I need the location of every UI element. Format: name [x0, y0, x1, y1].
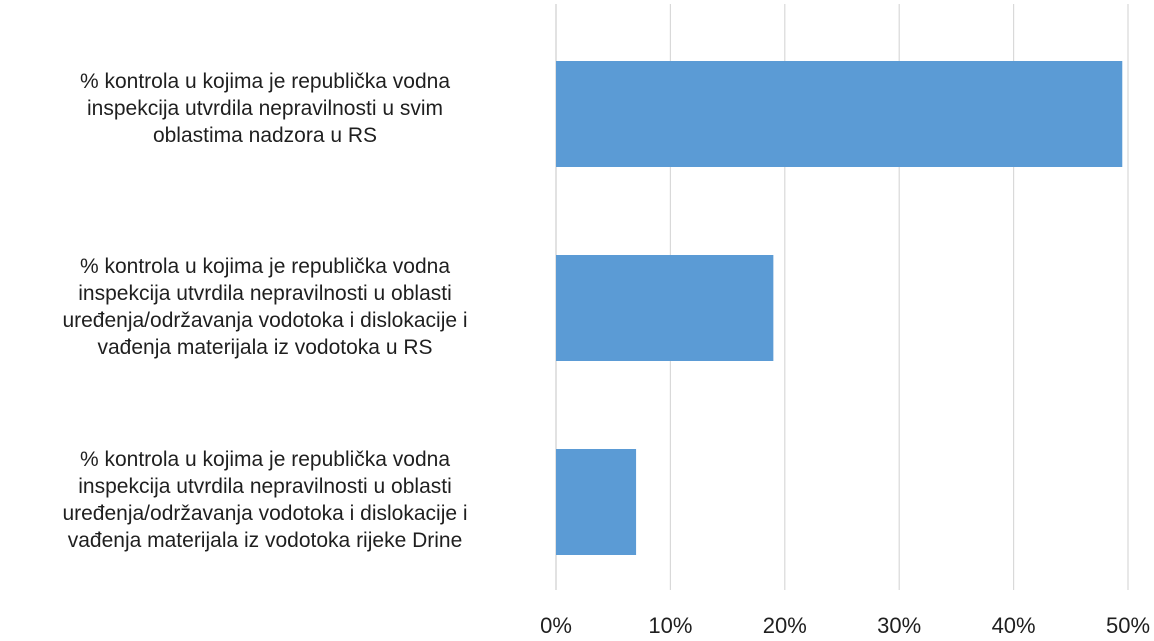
x-axis-ticks: 0% 10% 20% 30% 40% 50%	[540, 613, 1150, 638]
category-label: % kontrola u kojima je republička vodna …	[79, 70, 451, 147]
bar	[556, 449, 637, 555]
x-tick-label: 20%	[763, 613, 807, 638]
x-tick-label: 40%	[992, 613, 1036, 638]
category-label: % kontrola u kojima je republička vodna …	[62, 448, 468, 552]
x-tick-label: 30%	[877, 613, 921, 638]
category-label: % kontrola u kojima je republička vodna …	[62, 255, 468, 359]
bar	[556, 255, 774, 361]
bars	[556, 61, 1123, 555]
bar	[556, 61, 1123, 167]
x-tick-label: 0%	[540, 613, 572, 638]
x-tick-label: 10%	[648, 613, 692, 638]
x-tick-label: 50%	[1106, 613, 1150, 638]
